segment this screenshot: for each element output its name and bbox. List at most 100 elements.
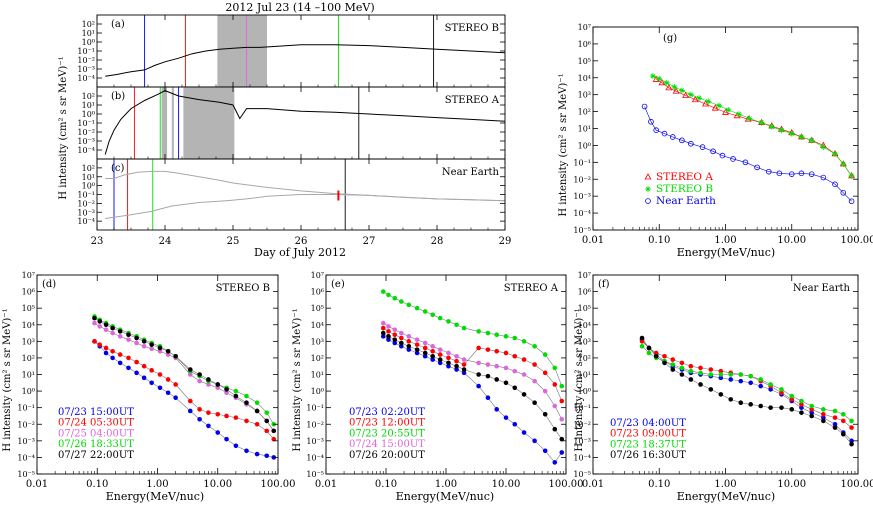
panel-e-ytick-label-11: 10⁶ — [311, 288, 324, 297]
panel-g-series-0-point-7 — [711, 104, 719, 111]
panel-d-series-4-point-0 — [92, 315, 97, 321]
panel-f-ytick-label-7: 10² — [578, 354, 591, 363]
panel-e-series-4-point-10 — [454, 363, 459, 369]
panel-g-series-0-point-4 — [682, 91, 690, 98]
panel-b-ytick-label-6: 10² — [82, 92, 95, 101]
panel-g-series-0-point-6 — [702, 100, 710, 107]
panel-f-legend-label-0: 07/23 04:00UT — [610, 418, 686, 429]
panel-e-series-4-point-11 — [461, 367, 467, 372]
panel-f-series-1-point-21 — [841, 418, 846, 424]
panel-f-series-1-point-8 — [708, 367, 714, 372]
panel-e-series-4-line — [383, 332, 563, 440]
panel-g-series-1-point-13 — [768, 123, 775, 130]
panel-e-series-3-point-16 — [512, 368, 518, 374]
panel-b-ytick-label-1: 10⁻³ — [77, 137, 95, 146]
panel-e-xtick-label-1: 0.10 — [375, 479, 397, 490]
panel-f-series-1-point-18 — [809, 407, 814, 412]
panel-d-series-2-point-5 — [126, 337, 131, 342]
panel-d-xtick-label-0: 0.01 — [26, 479, 48, 490]
panel-b-shaded-band-0 — [161, 87, 168, 159]
panel-d-series-1-line — [94, 341, 274, 440]
panel-d-series-1-point-2 — [103, 345, 109, 351]
panel-a-ytick-label-6: 10² — [82, 20, 95, 29]
panel-d-series-1-point-18 — [244, 418, 249, 424]
panel-e-series-4-point-7 — [430, 353, 435, 359]
panel-d-series-1-point-8 — [149, 368, 154, 373]
panel-e-series-2-point-4 — [406, 302, 412, 308]
panel-e-xtick-label-2: 1.00 — [435, 479, 457, 490]
panel-c-label: (c) — [111, 163, 125, 174]
panel-e-series-0-point-18 — [532, 438, 537, 444]
time-axis-ylabel: H intensity (cm² s sr MeV)⁻¹ — [58, 56, 69, 199]
panel-e-series-3-point-3 — [399, 330, 404, 336]
panel-f-series-3-point-8 — [708, 387, 714, 392]
panel-d-series-1-point-17 — [233, 415, 239, 420]
panel-d-series-0-point-8 — [149, 380, 154, 386]
panel-d-series-3-point-18 — [244, 393, 249, 399]
panel-e-series-3-point-21 — [559, 416, 565, 422]
panel-e-series-2-point-5 — [414, 305, 420, 311]
panel-g-series-0-point-9 — [733, 111, 741, 119]
panel-e-ytick-label-9: 10⁴ — [311, 321, 324, 330]
panel-e-series-2-point-21 — [559, 383, 565, 389]
panel-a-shaded-band-0 — [217, 15, 267, 87]
panel-d-series-2 — [92, 320, 277, 434]
panel-c-ytick-label-4: 10⁰ — [82, 182, 95, 191]
panel-g-series-2-point-13 — [765, 168, 772, 175]
panel-e-series-2-point-3 — [399, 299, 404, 304]
panel-g-series-0-point-2 — [665, 84, 673, 91]
panel-e-series-3-line — [383, 322, 563, 420]
panel-g-series-2-point-12 — [754, 164, 760, 171]
panel-b-plot-area — [104, 87, 505, 159]
panel-g-series-1-point-5 — [687, 91, 694, 98]
panel-e-series-4-point-6 — [422, 350, 428, 356]
panel-g-series-1-point-0 — [649, 73, 656, 80]
panel-e-ytick-label-4: 10⁻¹ — [306, 404, 324, 413]
panel-d-series-2-line — [94, 322, 274, 432]
panel-a-ytick-label-3: 10⁻¹ — [77, 47, 95, 56]
panel-d-series-4-point-9 — [157, 345, 163, 351]
panel-d-series-1-point-9 — [157, 372, 163, 377]
panel-e-series-1-point-21 — [559, 398, 565, 404]
panel-a-ytick-label-5: 10¹ — [82, 29, 95, 38]
panel-d-legend-label-0: 07/23 15:00UT — [58, 407, 134, 418]
panel-d-series-1-point-5 — [126, 355, 131, 361]
panel-f-xtick-label-0: 0.01 — [582, 479, 604, 490]
panel-g-series-0-point-8 — [722, 108, 729, 115]
panel-g-series-1-point-6 — [696, 95, 703, 102]
panel-e-series-3-point-20 — [552, 403, 558, 409]
panel-g-series-2-point-11 — [742, 159, 749, 166]
panel-d-ytick-label-1: 10⁻⁴ — [17, 453, 35, 462]
panel-g-series-2-point-0 — [641, 103, 648, 110]
panel-f-ytick-label-10: 10⁵ — [578, 304, 591, 313]
panel-f-series-2-point-21 — [841, 412, 846, 417]
panel-g-legend-label-2: Near Earth — [656, 195, 716, 207]
panel-g-series-1-point-14 — [778, 127, 785, 134]
panel-d-series-4-point-20 — [264, 418, 270, 424]
panel-e-series-3-point-19 — [542, 388, 548, 394]
panel-d-ytick-label-12: 10⁷ — [22, 271, 35, 280]
panel-e-series-3 — [380, 320, 565, 422]
panel-g-series-2-point-14 — [776, 170, 783, 177]
panel-g-series-2-point-18 — [820, 174, 827, 181]
panel-c-name: Near Earth — [442, 167, 500, 178]
panel-f-ytick-label-6: 10¹ — [578, 371, 591, 380]
panel-f-series-3-point-16 — [789, 407, 795, 412]
panel-b-series-0 — [104, 90, 505, 155]
time-axis-xlabel: Day of July 2012 — [254, 246, 346, 259]
panel-g: 10⁻⁵ 10⁻⁴ 10⁻³ 10⁻² 10⁻¹ 10⁰ 10¹ 10² 10³ 10⁴ 10⁵ 10… — [573, 23, 873, 246]
panel-b-shaded-band-1 — [171, 87, 174, 159]
panel-e-ytick-label-3: 10⁻² — [306, 420, 324, 429]
panel-e-legend-label-0: 07/23 02:20UT — [349, 407, 425, 418]
panel-e-name: STEREO A — [504, 283, 559, 294]
panel-d-series-4-point-1 — [97, 319, 103, 324]
panel-g-series-1-point-16 — [798, 133, 805, 140]
panel-g-series-1 — [649, 73, 855, 179]
panel-e-series-0-point-11 — [461, 370, 467, 376]
panel-d-series-1-point-7 — [141, 363, 147, 369]
panel-e-series-4-point-8 — [437, 357, 443, 362]
panel-d-series-0-point-13 — [197, 416, 202, 422]
panel-d-ytick-label-7: 10² — [22, 354, 35, 363]
panel-e-xtick-label-3: 10.00 — [492, 479, 521, 490]
